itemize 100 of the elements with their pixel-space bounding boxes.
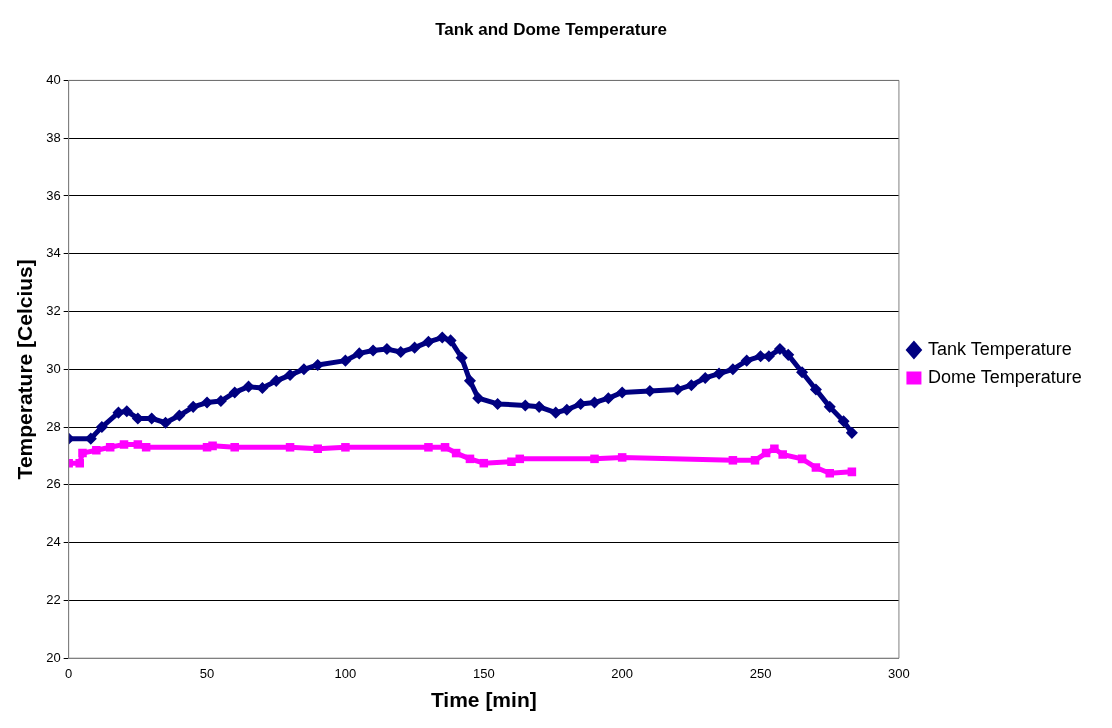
point — [188, 401, 199, 412]
point — [132, 413, 143, 424]
point — [285, 443, 295, 452]
y-axis-title: Temperature [Celcius] — [13, 259, 37, 480]
point — [774, 344, 785, 355]
point — [561, 404, 572, 415]
point — [617, 453, 627, 462]
point — [590, 454, 599, 464]
point — [686, 380, 697, 391]
point — [550, 407, 561, 418]
point — [445, 335, 456, 346]
point — [589, 397, 600, 408]
y-tick-label: 32 — [46, 303, 61, 319]
point — [312, 359, 323, 370]
y-tick-label: 36 — [46, 187, 61, 203]
legend-label: Dome Temperature — [927, 366, 1082, 387]
point — [208, 441, 217, 451]
point — [174, 410, 185, 421]
point — [810, 384, 821, 395]
point — [507, 457, 516, 467]
point — [797, 367, 808, 378]
x-tick-label: 300 — [888, 665, 910, 681]
point — [515, 454, 525, 464]
point — [313, 444, 323, 454]
point — [230, 443, 239, 452]
point — [437, 332, 448, 343]
point — [473, 393, 484, 404]
point — [603, 393, 614, 404]
point — [783, 349, 794, 360]
y-tick-label: 22 — [46, 592, 61, 607]
point — [85, 433, 96, 444]
point — [92, 445, 101, 455]
point — [761, 448, 771, 458]
x-tick-label: 50 — [199, 665, 215, 681]
x-tick-label: 100 — [334, 665, 357, 681]
point — [133, 440, 143, 449]
point — [341, 443, 350, 452]
point — [778, 450, 787, 459]
point — [96, 422, 107, 433]
point — [741, 355, 752, 366]
point — [141, 443, 151, 452]
point — [797, 454, 807, 464]
x-tick-label: 250 — [749, 665, 772, 681]
y-tick-label: 26 — [46, 476, 61, 492]
point — [464, 375, 475, 386]
point — [750, 456, 760, 465]
point — [202, 397, 213, 408]
point — [285, 370, 296, 381]
x-tick-label: 150 — [472, 665, 495, 681]
point — [456, 352, 467, 363]
point — [368, 345, 379, 356]
point — [492, 398, 503, 409]
point — [451, 448, 461, 458]
point — [113, 407, 124, 418]
point — [520, 400, 531, 411]
point — [395, 346, 406, 357]
point — [700, 372, 711, 383]
point — [714, 368, 725, 379]
point — [243, 381, 254, 392]
point — [575, 398, 586, 409]
point — [105, 443, 115, 452]
chart-title: Tank and Dome Temperature — [435, 19, 667, 39]
point — [479, 458, 489, 468]
x-axis-title: Time [min] — [430, 688, 537, 712]
legend-label: Tank Temperature — [927, 338, 1072, 359]
x-tick-label: 200 — [611, 665, 634, 681]
y-tick-label: 30 — [46, 360, 61, 376]
point — [770, 444, 779, 454]
point — [811, 463, 821, 472]
point — [409, 342, 420, 353]
y-tick-label: 38 — [46, 129, 61, 145]
point — [160, 417, 171, 428]
y-tick-label: 20 — [46, 649, 61, 665]
point — [727, 364, 738, 375]
point — [121, 406, 132, 417]
y-tick-label: 34 — [46, 245, 61, 261]
point — [672, 384, 683, 395]
point — [755, 351, 766, 362]
y-tick-label: 28 — [46, 418, 61, 434]
point — [534, 401, 545, 412]
point — [847, 467, 857, 477]
y-tick-label: 24 — [46, 534, 61, 550]
point — [298, 364, 309, 375]
point — [354, 348, 365, 359]
point — [119, 440, 129, 449]
point — [424, 443, 433, 452]
point — [257, 383, 268, 394]
point — [824, 401, 835, 412]
point — [423, 336, 434, 347]
point — [78, 448, 87, 458]
point — [271, 375, 282, 386]
point — [229, 387, 240, 398]
point — [825, 469, 835, 478]
point — [465, 454, 475, 464]
point — [838, 416, 849, 427]
point — [340, 355, 351, 366]
point — [440, 443, 450, 452]
x-tick-label: 0 — [65, 665, 73, 681]
point — [728, 456, 738, 465]
y-tick-label: 40 — [46, 71, 61, 87]
